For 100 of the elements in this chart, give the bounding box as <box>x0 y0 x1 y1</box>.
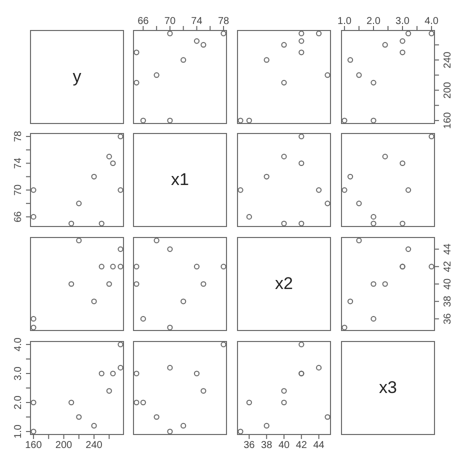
point <box>30 324 36 330</box>
point <box>281 388 287 394</box>
point <box>220 30 226 36</box>
point <box>106 388 112 394</box>
point <box>400 220 406 226</box>
y-tick-label: 200 <box>442 81 454 99</box>
x-tick-label: 78 <box>218 16 230 27</box>
point <box>382 154 388 160</box>
point <box>382 281 388 287</box>
point <box>140 400 146 406</box>
point <box>154 72 160 78</box>
point <box>118 134 124 140</box>
point <box>110 264 116 270</box>
point <box>400 38 406 44</box>
point <box>68 220 74 226</box>
x-tick-label: 44 <box>313 440 325 452</box>
point <box>281 220 287 226</box>
point <box>264 422 270 429</box>
point <box>298 134 304 140</box>
point <box>76 238 82 244</box>
point <box>167 118 173 124</box>
point <box>324 414 330 420</box>
point <box>134 50 140 56</box>
x-tick-label: 200 <box>55 440 73 452</box>
point <box>134 80 140 86</box>
point <box>347 174 354 180</box>
point <box>180 57 186 63</box>
point <box>342 118 348 124</box>
y-tick-label: 1.0 <box>13 424 24 438</box>
x-tick-label: 42 <box>296 440 308 452</box>
point <box>167 364 173 370</box>
point <box>91 298 97 304</box>
point <box>406 246 412 252</box>
point <box>106 281 112 287</box>
point <box>281 400 287 406</box>
point <box>238 428 244 434</box>
point <box>30 316 36 322</box>
text: x1 <box>171 170 189 190</box>
point <box>118 364 124 370</box>
x-tick-label: 40 <box>278 440 290 452</box>
point <box>400 50 406 56</box>
y-tick-label: 44 <box>442 243 454 255</box>
point <box>91 174 97 180</box>
point <box>298 38 304 44</box>
point <box>110 160 116 166</box>
x-tick-label: 74 <box>191 16 203 27</box>
point <box>238 118 244 124</box>
text: x2 <box>275 274 293 294</box>
point <box>324 200 330 206</box>
point <box>98 264 104 270</box>
point <box>154 414 160 420</box>
y-tick-label: 66 <box>13 210 24 222</box>
point <box>68 281 74 287</box>
y-tick-label: 36 <box>442 312 454 324</box>
point <box>370 80 376 86</box>
point <box>428 134 434 140</box>
point <box>118 187 124 193</box>
point <box>200 388 206 394</box>
point <box>167 428 173 434</box>
point <box>118 264 124 270</box>
point <box>316 187 322 193</box>
point <box>298 160 304 166</box>
point <box>167 324 173 330</box>
y-tick-label: 160 <box>442 112 454 129</box>
text: x3 <box>379 378 397 398</box>
point <box>347 57 354 63</box>
point <box>298 50 304 56</box>
point <box>76 200 82 206</box>
point <box>342 324 348 330</box>
x-tick-label: 36 <box>244 440 256 452</box>
point <box>370 316 376 322</box>
point <box>316 364 322 370</box>
point <box>200 42 206 48</box>
point <box>356 200 362 206</box>
x-tick-label: 1.0 <box>338 16 352 27</box>
point <box>347 298 354 304</box>
point <box>370 118 376 124</box>
point <box>118 342 124 348</box>
point <box>400 160 406 166</box>
point <box>30 214 36 220</box>
point <box>91 422 97 429</box>
point <box>370 220 376 226</box>
point <box>406 187 412 193</box>
point <box>134 400 140 406</box>
point <box>30 187 36 193</box>
y-tick-label: 38 <box>442 295 454 307</box>
point <box>194 38 200 44</box>
point <box>370 281 376 287</box>
point <box>30 428 36 434</box>
point <box>246 400 252 406</box>
y-tick-label: 42 <box>442 260 454 272</box>
point <box>220 342 226 348</box>
x-tick-label: 38 <box>261 440 273 452</box>
point <box>106 154 112 160</box>
point <box>342 187 348 193</box>
x-tick-label: 70 <box>164 16 176 27</box>
point <box>134 370 140 376</box>
point <box>30 400 36 406</box>
point <box>200 281 206 287</box>
point <box>140 316 146 322</box>
